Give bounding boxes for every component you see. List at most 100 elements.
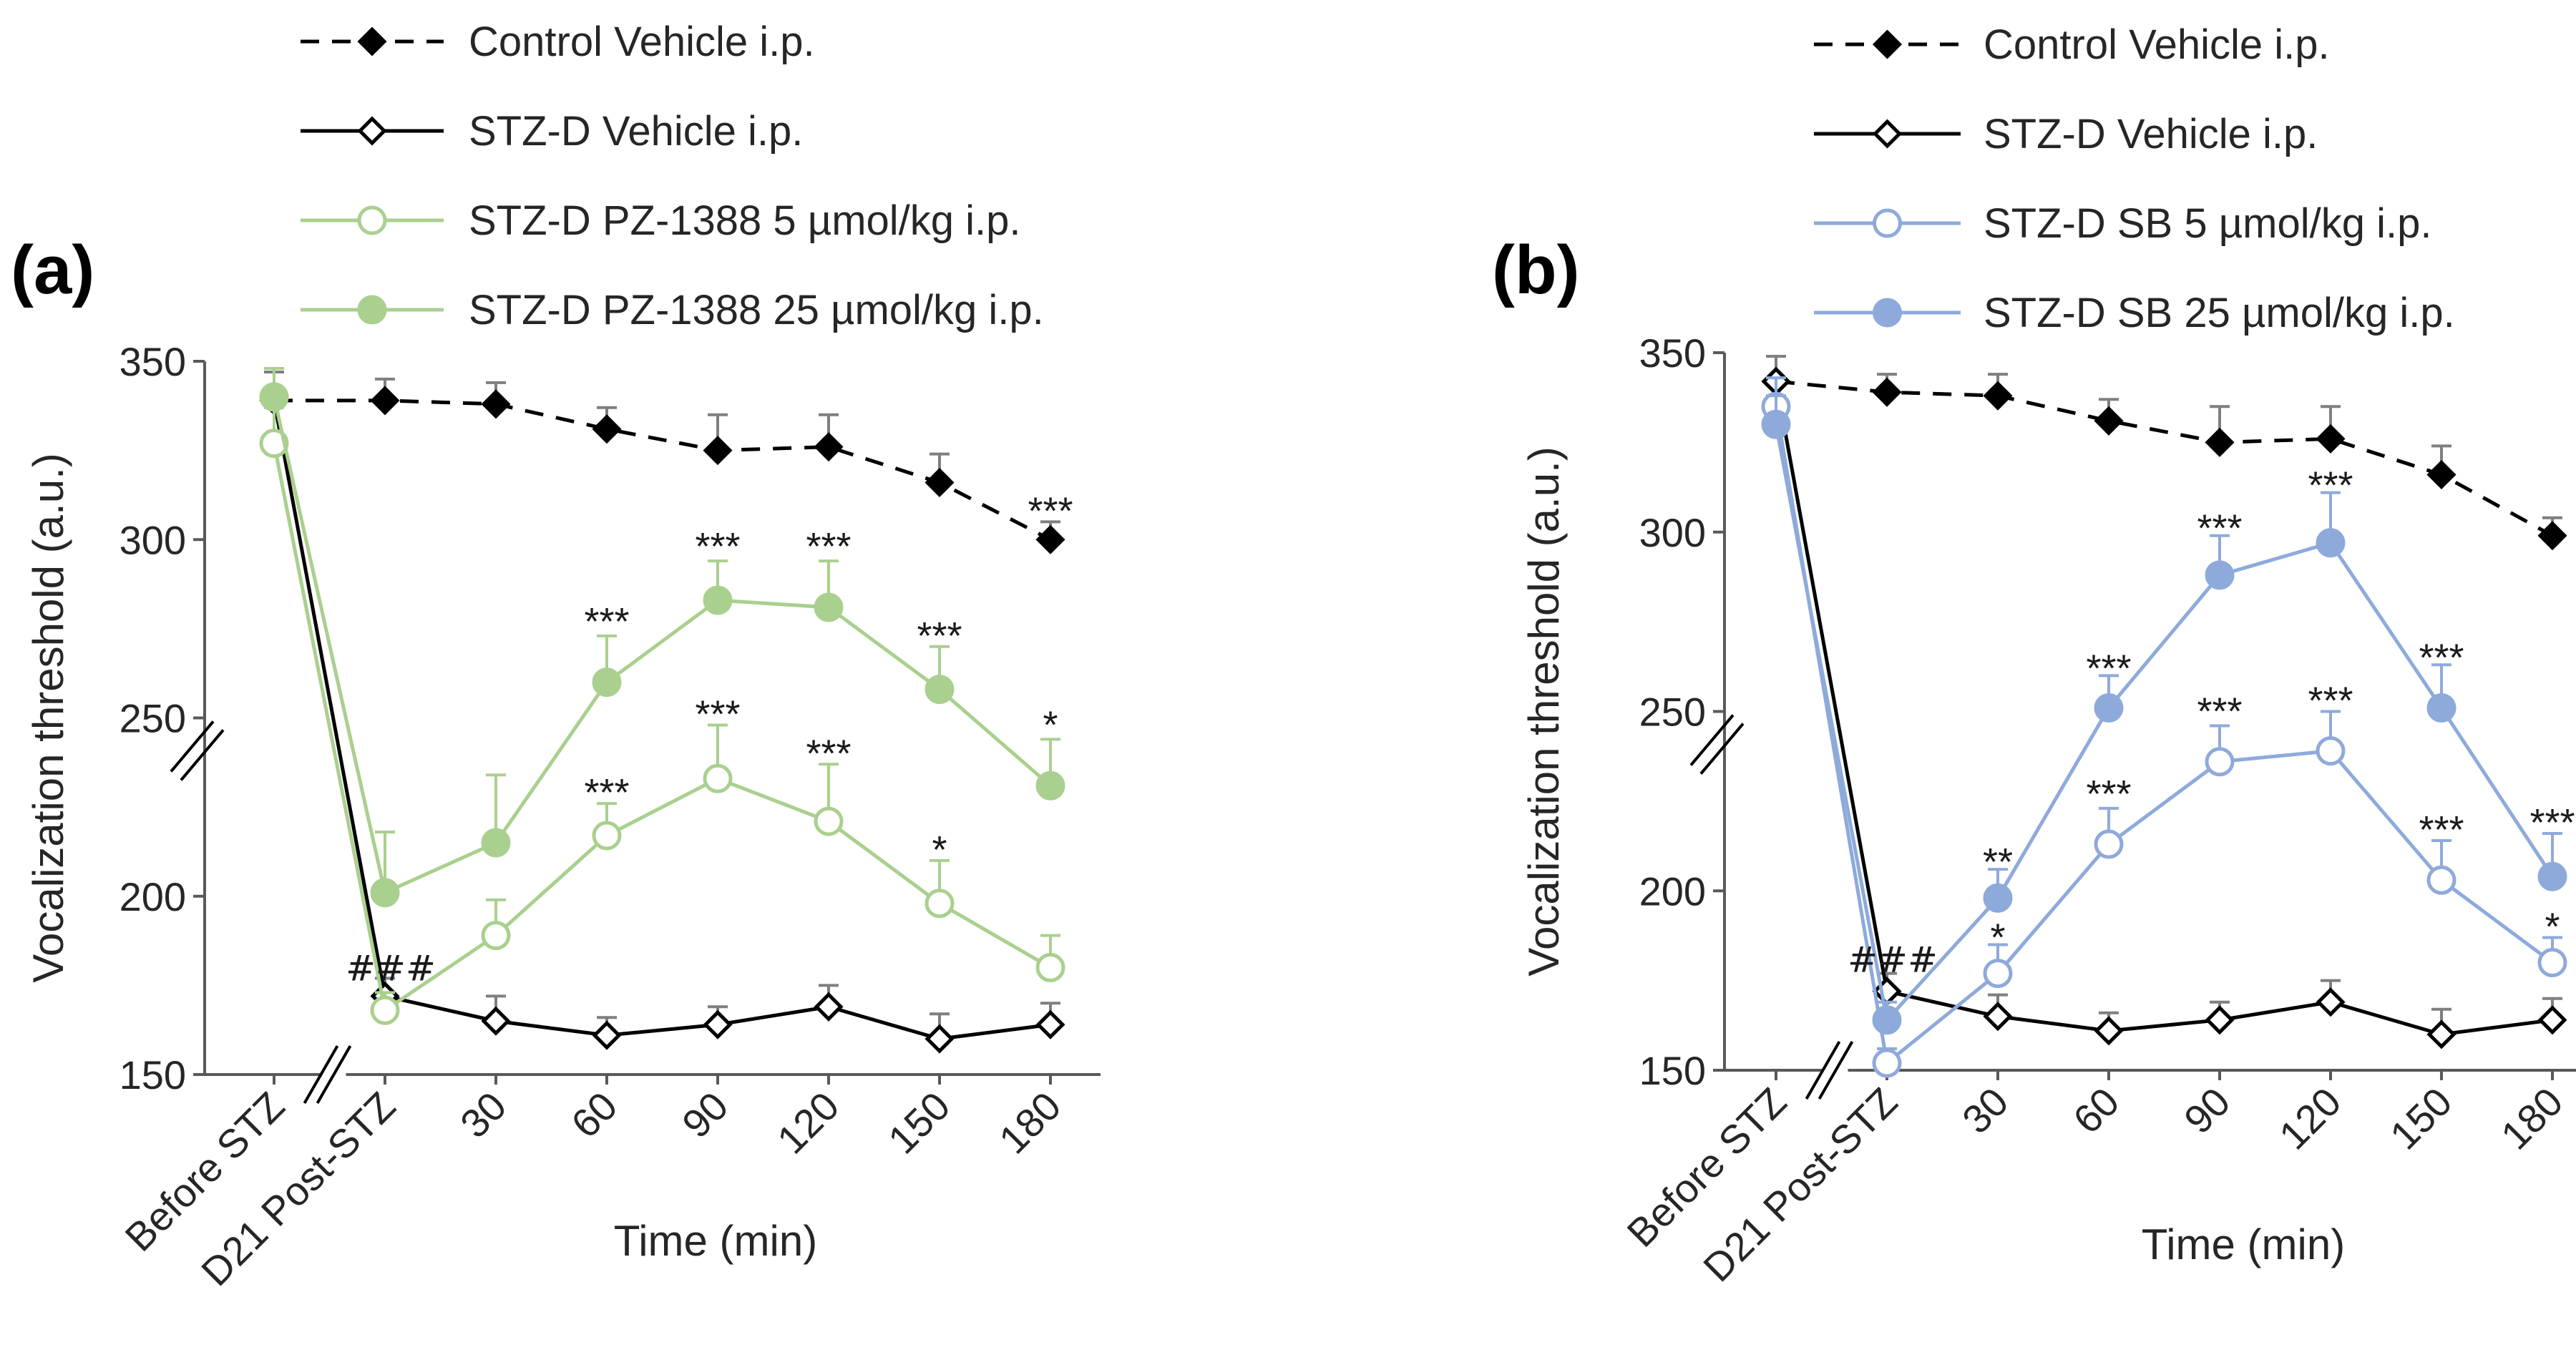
- data-point: [2316, 528, 2346, 558]
- x-tick-label: 90: [673, 1083, 737, 1147]
- panel-b: (b) Control Vehicle i.p. STZ-D Vehicle i.p…: [1492, 21, 2576, 1290]
- axis-break-mark: [180, 729, 225, 781]
- series: [259, 370, 1065, 554]
- significance-marker: ***: [1028, 489, 1073, 532]
- legend-entry: STZ-D PZ-1388 5 µmol/kg i.p.: [301, 197, 1021, 244]
- data-point: [2205, 560, 2235, 590]
- significance-marker: *: [2545, 905, 2560, 948]
- data-point: [481, 1006, 511, 1036]
- data-point: [924, 675, 955, 705]
- data-point: [814, 806, 844, 836]
- legend-label: STZ-D SB 25 µmol/kg i.p.: [1984, 290, 2455, 336]
- x-tick-label: D21 Post-STZ: [192, 1083, 404, 1294]
- axis-break-mark: [316, 1045, 352, 1104]
- data-point: [2205, 747, 2235, 777]
- data-point: [370, 878, 400, 908]
- y-tick-label: 250: [119, 696, 186, 741]
- x-tick-label: 60: [2064, 1079, 2128, 1143]
- data-point: [2316, 987, 2346, 1017]
- data-point: [481, 921, 511, 951]
- data-point: [2426, 1019, 2457, 1049]
- y-tick-label: 200: [1639, 869, 1706, 914]
- data-point: [592, 1020, 622, 1050]
- axis-break-mark: [303, 1045, 339, 1104]
- x-tick-label: 30: [1953, 1079, 2017, 1143]
- significance-marker: *: [1043, 703, 1058, 746]
- data-point: [2094, 829, 2124, 859]
- legend-entry: STZ-D SB 25 µmol/kg i.p.: [1814, 290, 2455, 336]
- significance-marker: ###: [346, 947, 436, 989]
- y-tick-label: 300: [119, 517, 186, 562]
- data-point: [370, 995, 400, 1025]
- data-point: [1983, 883, 2013, 913]
- significance-marker: *: [1990, 916, 2005, 959]
- data-point: [703, 1009, 733, 1039]
- data-point: [2205, 1005, 2235, 1035]
- axis-break-mark: [1699, 723, 1745, 775]
- significance-marker: ***: [806, 732, 851, 775]
- legend-entry: Control Vehicle i.p.: [301, 19, 815, 65]
- legend-entry: Control Vehicle i.p.: [1814, 21, 2330, 68]
- data-point: [703, 436, 733, 466]
- y-tick-label: 150: [119, 1052, 186, 1097]
- data-point: [1872, 1005, 1902, 1035]
- significance-marker: ###: [1848, 939, 1938, 981]
- data-point: [703, 585, 733, 615]
- legend-marker: [1873, 298, 1902, 328]
- legend-label: Control Vehicle i.p.: [1984, 21, 2330, 68]
- legend-marker: [357, 295, 387, 325]
- legend-marker: [1873, 208, 1902, 238]
- data-point: [2426, 693, 2457, 723]
- data-point: [814, 992, 844, 1022]
- legend-marker: [357, 26, 387, 57]
- series-line: [272, 396, 1052, 896]
- y-tick-label: 300: [1639, 510, 1706, 555]
- series: [1761, 394, 2567, 1035]
- series: [1761, 355, 2567, 551]
- legend-entry: STZ-D SB 5 µmol/kg i.p.: [1814, 200, 2431, 247]
- series: [259, 366, 1065, 908]
- series: [1761, 355, 2567, 1049]
- data-point: [924, 1024, 955, 1054]
- series-line: [272, 400, 1051, 1041]
- x-tick-label: 90: [2175, 1079, 2239, 1143]
- data-point: [1872, 377, 1902, 407]
- data-point: [1983, 959, 2013, 989]
- significance-marker: ***: [584, 771, 629, 814]
- panel-label: (a): [11, 232, 94, 308]
- significance-marker: *: [932, 828, 947, 871]
- x-tick-label: 180: [2492, 1079, 2572, 1158]
- data-point: [2094, 693, 2124, 723]
- legend-marker: [357, 205, 387, 235]
- data-point: [2426, 459, 2457, 490]
- data-point: [703, 763, 733, 793]
- y-axis-title: Vocalization threshold (a.u.): [24, 453, 72, 982]
- data-point: [370, 386, 400, 416]
- x-axis-title: Time (min): [614, 1217, 817, 1265]
- y-tick-label: 350: [119, 339, 186, 384]
- data-point: [2316, 424, 2346, 454]
- data-point: [481, 389, 511, 419]
- x-tick-label: 120: [2270, 1079, 2350, 1158]
- legend-label: STZ-D PZ-1388 5 µmol/kg i.p.: [469, 197, 1021, 244]
- legend-entry: STZ-D Vehicle i.p.: [1814, 111, 2318, 157]
- data-point: [2537, 948, 2567, 978]
- data-point: [481, 828, 511, 858]
- significance-marker: ***: [695, 525, 740, 568]
- data-point: [1035, 952, 1065, 982]
- legend-label: STZ-D PZ-1388 25 µmol/kg i.p.: [469, 287, 1044, 333]
- x-tick-label: D21 Post-STZ: [1694, 1079, 1906, 1290]
- legend-label: STZ-D Vehicle i.p.: [469, 108, 803, 155]
- data-point: [814, 432, 844, 462]
- axis-break-mark: [1689, 714, 1735, 766]
- x-axis-title: Time (min): [2142, 1220, 2345, 1268]
- significance-marker: ***: [2308, 464, 2353, 507]
- data-point: [1983, 1002, 2013, 1032]
- data-point: [2205, 427, 2235, 457]
- series-line: [1774, 424, 2555, 1024]
- legend-marker: [1872, 119, 1903, 149]
- series-line: [1774, 406, 2554, 1067]
- significance-marker: **: [1983, 841, 2013, 884]
- data-point: [1983, 381, 2013, 411]
